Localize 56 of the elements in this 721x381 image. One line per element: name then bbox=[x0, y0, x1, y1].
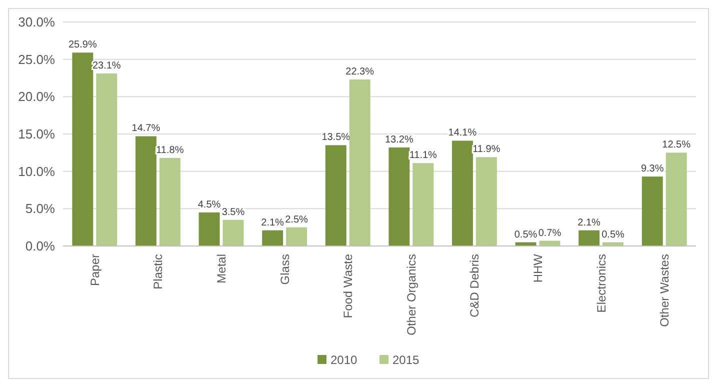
data-label: 9.3% bbox=[640, 164, 664, 175]
data-label: 2.1% bbox=[261, 217, 284, 228]
x-tick-label: HHW bbox=[530, 253, 545, 283]
data-label: 13.2% bbox=[384, 134, 414, 146]
x-tick-label: Other Organics bbox=[404, 254, 418, 336]
bar bbox=[452, 140, 473, 246]
data-label: 12.5% bbox=[662, 140, 691, 151]
data-label: 25.9% bbox=[68, 40, 97, 51]
y-tick-label: 10.0% bbox=[18, 164, 56, 179]
data-label: 11.8% bbox=[156, 144, 184, 156]
x-tick-label: Paper bbox=[88, 254, 102, 286]
x-tick-label: Electronics bbox=[594, 254, 608, 313]
bar bbox=[325, 145, 346, 246]
bar bbox=[198, 212, 220, 246]
y-tick-label: 15.0% bbox=[18, 126, 56, 142]
data-label: 13.5% bbox=[322, 132, 350, 144]
x-tick-label: Food Waste bbox=[341, 254, 356, 318]
bar bbox=[388, 147, 410, 246]
bar bbox=[135, 136, 156, 246]
bar bbox=[412, 163, 434, 246]
x-tick-label: Plastic bbox=[151, 254, 166, 290]
bar bbox=[96, 74, 118, 246]
bar bbox=[72, 52, 94, 246]
y-tick-label: 20.0% bbox=[18, 89, 56, 104]
bar bbox=[222, 220, 244, 246]
bar bbox=[666, 152, 687, 246]
data-label: 14.1% bbox=[448, 128, 477, 139]
data-label: 3.5% bbox=[222, 206, 245, 218]
data-label: 0.5% bbox=[602, 229, 625, 240]
legend-label: 2010 bbox=[330, 353, 358, 368]
legend-label: 2015 bbox=[392, 353, 420, 368]
data-label: 0.5% bbox=[514, 229, 538, 240]
bar bbox=[349, 79, 370, 246]
y-tick-label: 0.0% bbox=[25, 238, 56, 254]
data-label: 4.5% bbox=[198, 199, 221, 210]
data-label: 23.1% bbox=[92, 60, 121, 72]
x-tick-label: C&D Debris bbox=[468, 254, 482, 318]
y-tick-label: 25.0% bbox=[18, 52, 56, 67]
x-tick-label: Glass bbox=[278, 254, 292, 285]
x-tick-label: Other Wastes bbox=[658, 254, 672, 327]
data-label: 11.1% bbox=[409, 150, 438, 162]
data-label: 0.7% bbox=[538, 228, 562, 239]
bar bbox=[578, 230, 600, 246]
data-label: 22.3% bbox=[346, 66, 374, 78]
bar bbox=[642, 176, 663, 246]
x-tick-label: Metal bbox=[214, 254, 228, 284]
data-label: 11.9% bbox=[472, 144, 500, 156]
bar bbox=[286, 227, 308, 246]
y-tick-label: 5.0% bbox=[25, 201, 56, 216]
data-label: 2.1% bbox=[578, 217, 601, 228]
data-label: 14.7% bbox=[132, 123, 160, 134]
bar bbox=[262, 230, 284, 246]
bar bbox=[159, 158, 180, 246]
data-label: 2.5% bbox=[285, 214, 308, 226]
bar bbox=[476, 157, 497, 246]
y-tick-label: 30.0% bbox=[18, 14, 56, 30]
